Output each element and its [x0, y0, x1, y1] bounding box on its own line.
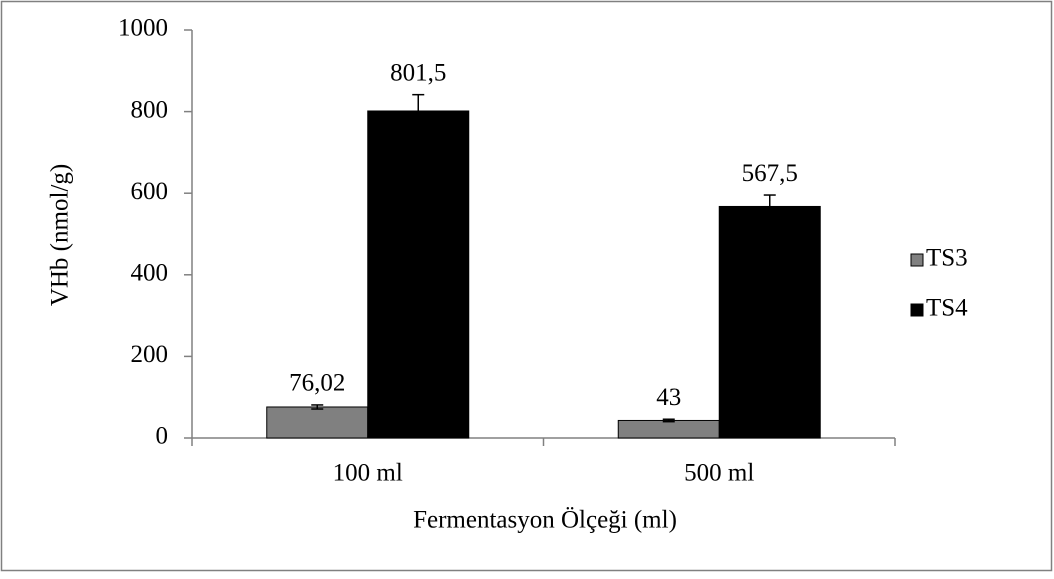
data-label: 567,5 — [742, 160, 798, 187]
error-bar — [311, 404, 324, 410]
bar — [617, 419, 720, 439]
y-tick-label: 200 — [131, 341, 169, 368]
y-tick-label: 0 — [156, 423, 169, 450]
legend-label: TS3 — [926, 245, 968, 272]
bar — [718, 205, 821, 439]
x-tick-label: 100 ml — [333, 460, 403, 487]
y-tick-label: 800 — [131, 96, 169, 123]
y-tick-label: 600 — [131, 178, 169, 205]
data-label: 801,5 — [390, 59, 446, 86]
legend-swatch — [910, 253, 924, 267]
error-bar — [763, 194, 776, 219]
x-axis-title: Fermentasyon Ölçeği (ml) — [413, 507, 677, 534]
bar — [367, 110, 470, 439]
legend-label: TS4 — [926, 295, 968, 322]
legend-swatch — [910, 303, 924, 317]
error-bar — [412, 93, 425, 129]
data-label: 76,02 — [289, 370, 345, 397]
x-tick-label: 500 ml — [684, 460, 754, 487]
error-bar — [662, 418, 675, 423]
y-tick-label: 1000 — [118, 15, 168, 42]
y-axis-title: VHb (nmol/g) — [47, 164, 74, 306]
bar — [266, 406, 369, 439]
data-label: 43 — [656, 384, 681, 411]
y-tick-label: 400 — [131, 260, 169, 287]
